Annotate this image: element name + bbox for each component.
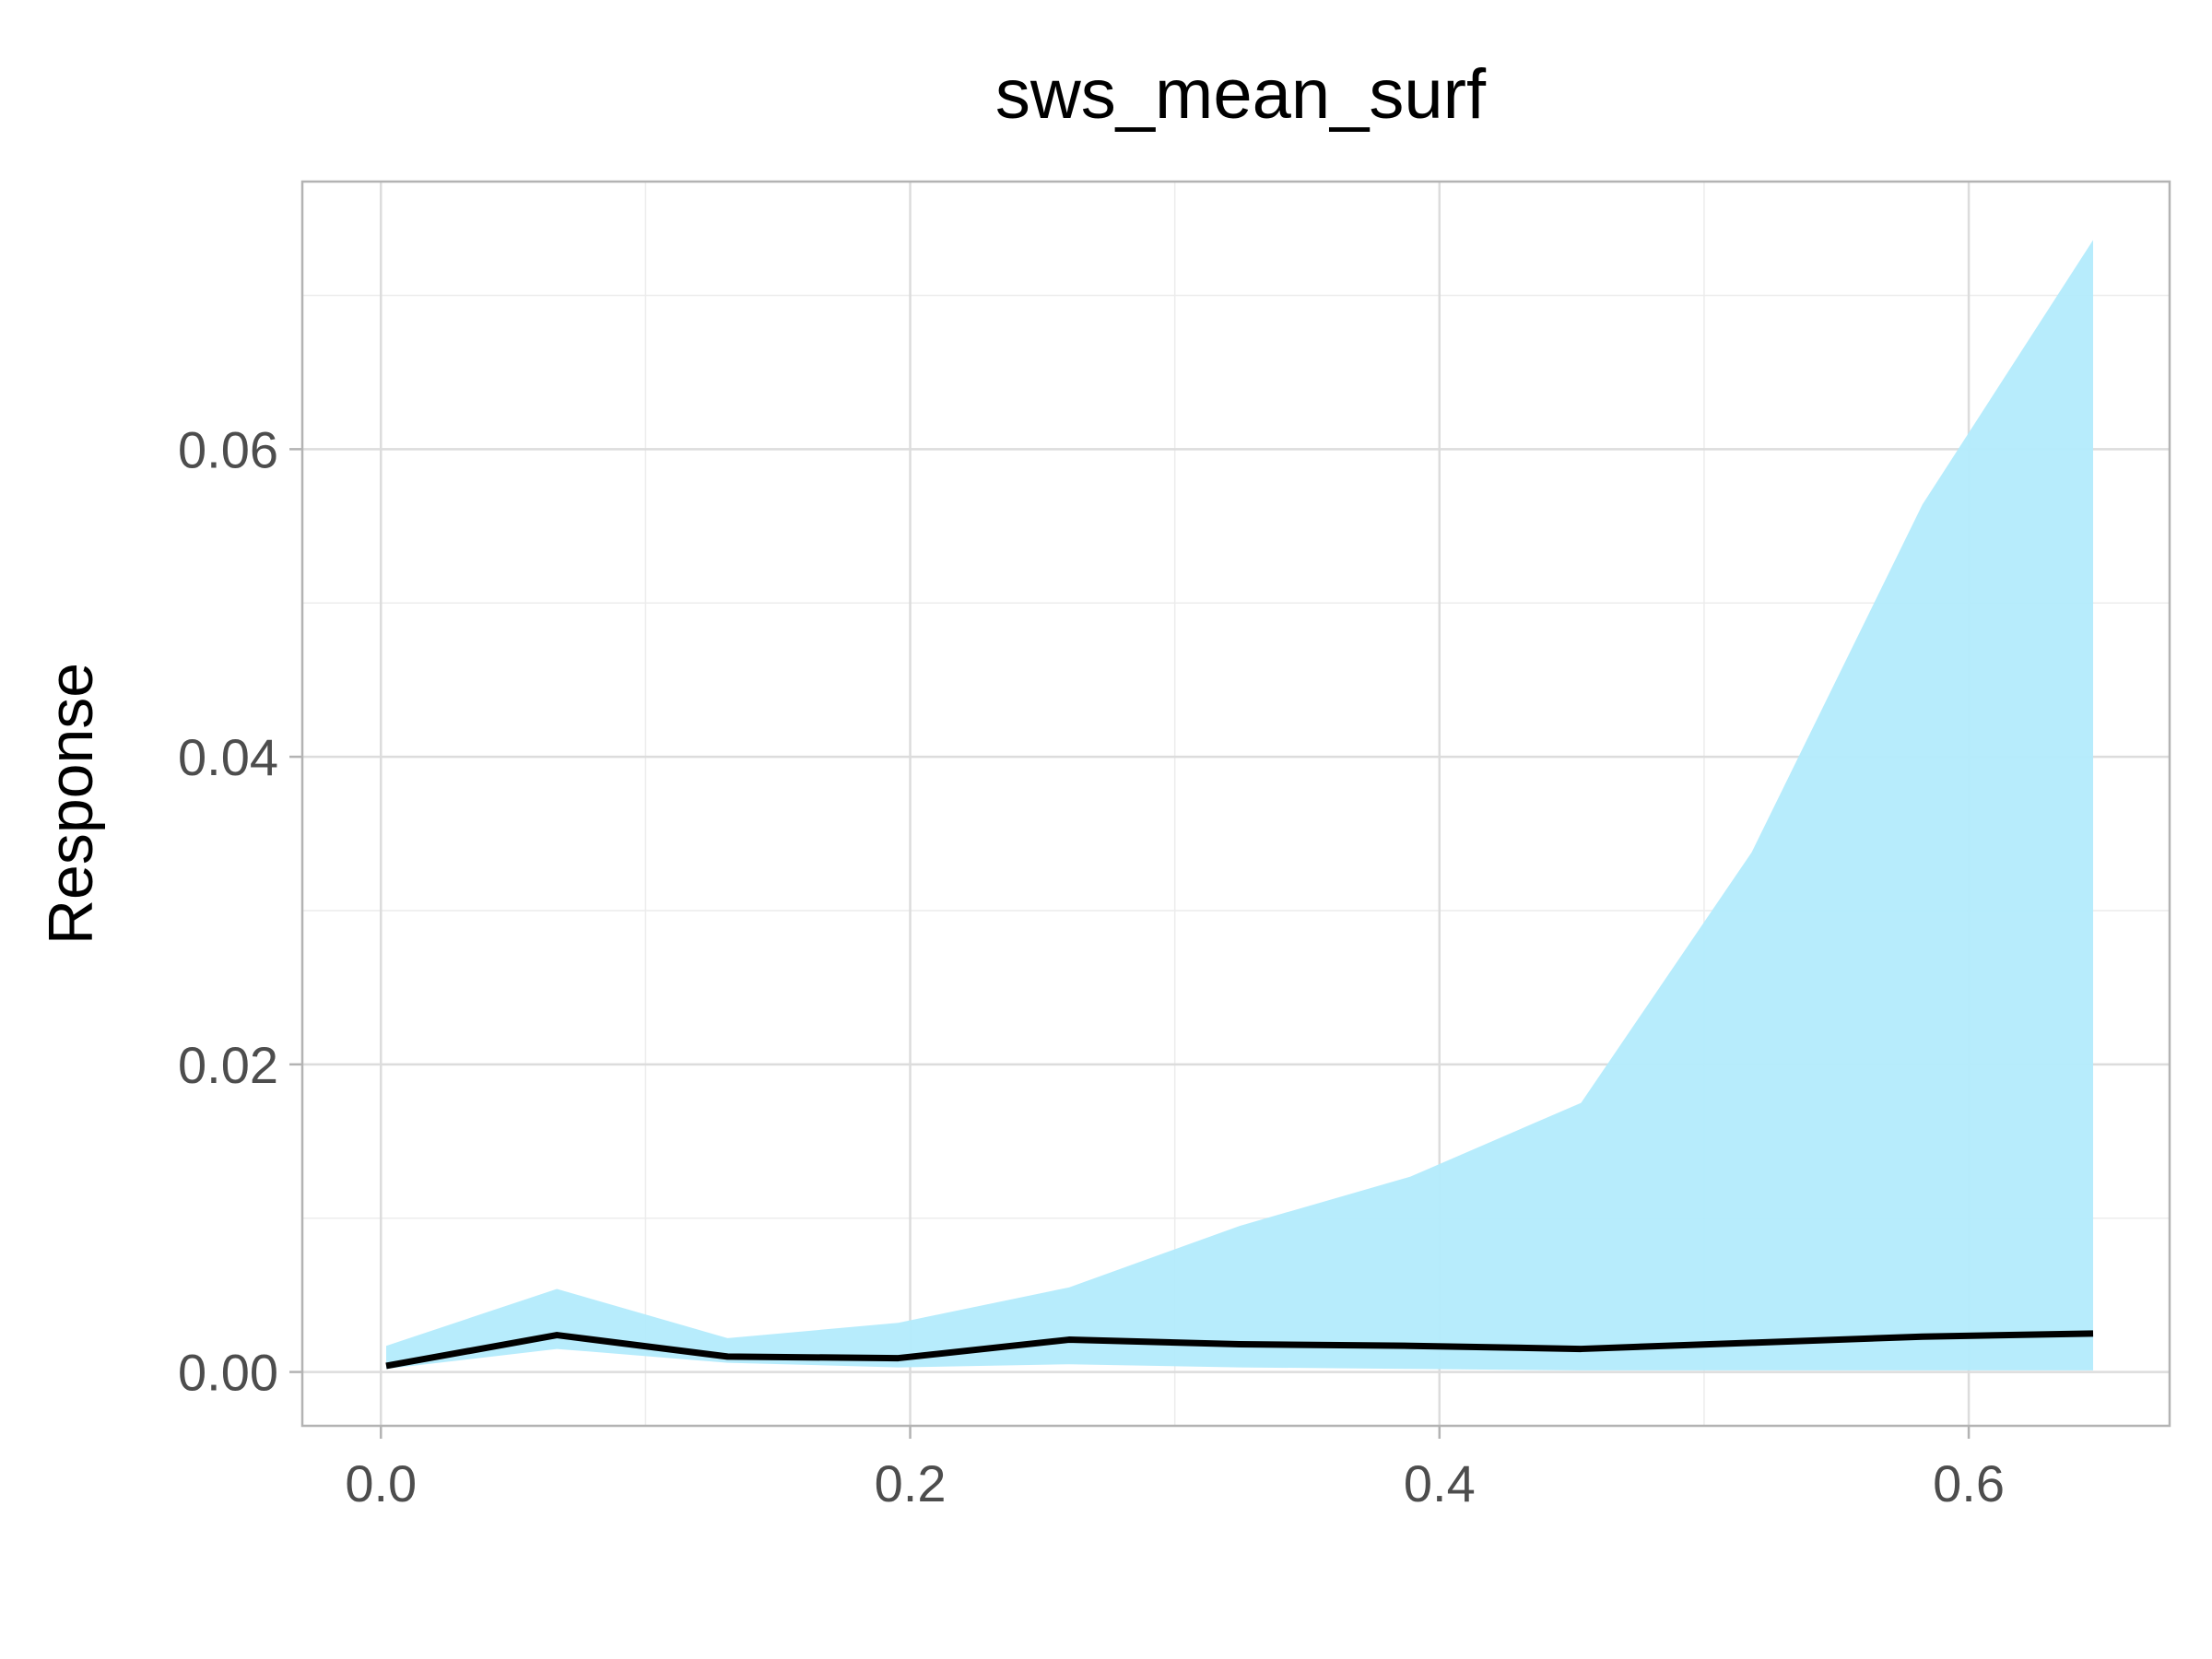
- y-tick-label: 0.02: [178, 1036, 278, 1094]
- confidence-band-layer: [386, 240, 2094, 1371]
- y-tick-label: 0.04: [178, 728, 278, 786]
- y-tick-label: 0.00: [178, 1344, 278, 1402]
- x-tick-label: 0.6: [1933, 1454, 2005, 1512]
- chart-title: sws_mean_surf: [995, 55, 1487, 134]
- x-tick-label: 0.2: [875, 1454, 947, 1512]
- x-axis: 0.0 0.2 0.4 0.6: [345, 1426, 2005, 1512]
- y-axis-label: Response: [36, 663, 106, 945]
- y-axis: 0.00 0.02 0.04 0.06: [178, 420, 302, 1402]
- mean-response-line: [385, 1330, 2094, 1370]
- mean-line-layer: [385, 1330, 2094, 1370]
- x-tick-label: 0.0: [345, 1454, 417, 1512]
- plot-frame: [300, 180, 2171, 1428]
- confidence-band: [386, 240, 2094, 1371]
- x-tick-label: 0.4: [1404, 1454, 1476, 1512]
- minor-gridlines: [302, 182, 2170, 1426]
- y-tick-label: 0.06: [178, 420, 278, 478]
